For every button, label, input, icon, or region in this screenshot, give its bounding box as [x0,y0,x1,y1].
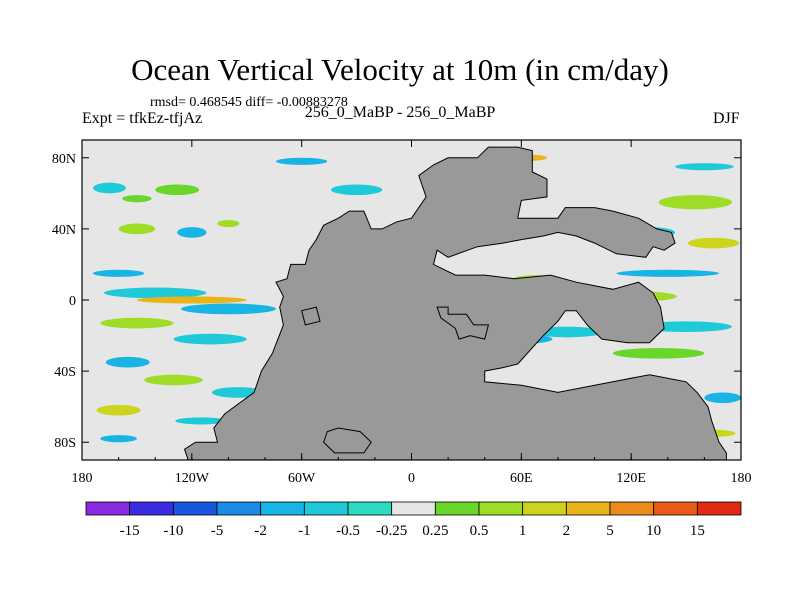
colorbar-box [434,501,480,516]
x-tick-label: 120E [616,471,646,486]
land-mask [323,427,372,454]
field-contour [704,392,741,404]
field-contour [144,374,203,386]
y-tick-label: 40N [52,223,76,238]
field-contour [276,157,328,165]
colorbar-label: 5 [606,523,614,539]
field-contour [155,184,200,196]
field-contour [658,195,732,210]
field-contour [687,237,740,249]
colorbar-box [347,501,393,516]
field-contour [118,223,156,235]
x-tick-label: 180 [72,471,93,486]
x-tick-label: 60W [288,471,316,486]
colorbar-label: -5 [211,523,224,539]
land-mask [436,306,490,340]
field-contour [136,296,247,304]
y-tick-label: 0 [69,294,76,309]
colorbar-box [391,501,436,516]
season-label: DJF [713,110,740,127]
chart-title: Ocean Vertical Velocity at 10m (in cm/da… [131,52,669,87]
y-tick-label: 80S [54,436,76,451]
colorbar-label: 15 [690,523,705,539]
colorbar-label: -10 [163,523,183,539]
field-contour [177,227,207,238]
field-contour [612,348,705,359]
colorbar-box [129,501,174,516]
colorbar-box [216,501,262,516]
colorbar-label: 2 [563,523,571,539]
experiment-label: Expt = tfkEz-tfjAz [82,110,203,127]
field-contour [180,303,277,315]
field-contour [173,333,247,345]
stats-label: rmsd= 0.468545 diff= -0.00883278 [150,95,348,110]
field-contour [217,220,240,228]
x-tick-label: 120W [175,471,210,486]
x-tick-label: 180 [731,471,752,486]
colorbar-label: -0.5 [336,523,360,539]
colorbar-label: 1 [519,523,527,539]
colorbar-label: 10 [646,523,661,539]
field-contour [330,184,383,196]
field-contour [100,435,137,443]
field-contour [96,404,141,416]
colorbar-label: -15 [120,523,140,539]
case-label: 256_0_MaBP - 256_0_MaBP [304,104,496,121]
colorbar-box [260,501,305,516]
colorbar-label: 0.5 [470,523,489,539]
x-tick-label: 60E [510,471,533,486]
colorbar-label: -0.25 [376,523,407,539]
colorbar-box [565,501,611,516]
colorbar-box [85,501,131,516]
x-tick-label: 0 [408,471,415,486]
field-contour [103,287,207,299]
colorbar-label: -2 [254,523,267,539]
colorbar-box [522,501,567,516]
field-contour [92,182,126,194]
colorbar-label: -1 [298,523,311,539]
colorbar-box [172,501,218,516]
field-contour [100,317,174,329]
field-contour [122,195,152,203]
y-tick-label: 40S [54,365,76,380]
colorbar-label: 0.25 [422,523,448,539]
field-contour [175,417,227,425]
field-contour [675,163,734,171]
y-tick-label: 80N [52,152,76,167]
land-mask [301,306,321,326]
colorbar-box [478,501,524,516]
colorbar-box [303,501,349,516]
field-contour [105,356,150,368]
colorbar-box [696,501,742,516]
land-mask [183,146,727,461]
field-contour [92,269,145,277]
field-contour [616,269,720,277]
colorbar-box [609,501,655,516]
colorbar-box [653,501,698,516]
